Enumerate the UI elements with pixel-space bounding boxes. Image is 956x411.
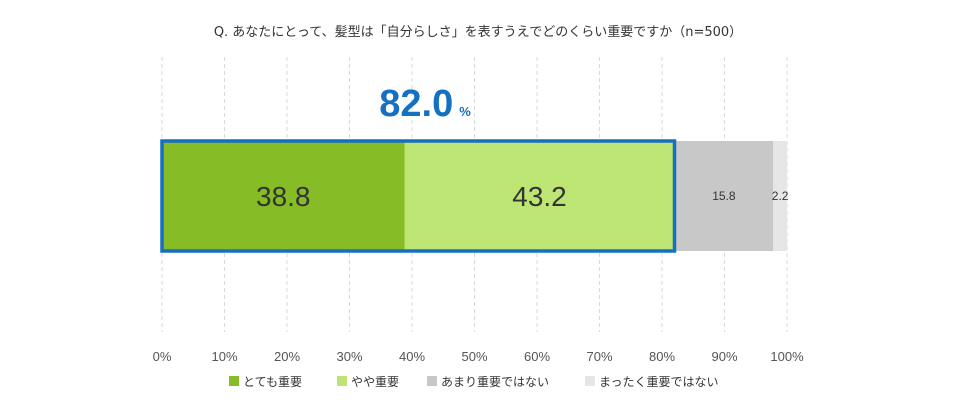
legend-label: やや重要 [351,375,399,389]
x-tick-label: 20% [274,349,300,364]
callout-unit: % [459,104,471,119]
bar-segment [773,141,787,251]
x-axis-ticks: 0% 10% 20% 30% 40% 50% 60% 70% 80% 90% 100% [153,349,804,364]
bar-segments [162,141,787,251]
legend-swatch [229,376,239,386]
legend-label: とても重要 [243,375,302,389]
bar-segment [404,141,675,251]
x-tick-label: 100% [770,349,804,364]
legend-label: まったく重要ではない [599,375,719,389]
bar-segment [162,141,405,251]
highlight-border [160,139,677,253]
legend-label: あまり重要ではない [441,375,549,389]
callout-value: 82.0 [379,83,453,125]
segment-labels: 38.8 43.2 15.8 2.2 [256,181,789,212]
x-tick-label: 90% [711,349,737,364]
legend: とても重要 やや重要 あまり重要ではない まったく重要ではない [229,375,719,389]
legend-swatch [427,376,437,386]
gridlines [161,57,788,332]
segment-value-label: 2.2 [772,189,789,203]
highlight-box [160,139,677,253]
callout-group: 82.0% [379,83,471,125]
legend-swatch [585,376,595,386]
x-tick-label: 70% [586,349,612,364]
x-tick-label: 0% [153,349,172,364]
chart-title: Q. あなたにとって、髪型は「自分らしさ」を表すうえでどのくらい重要ですか（n=… [214,24,742,40]
x-tick-label: 30% [336,349,362,364]
segment-value-label: 15.8 [712,189,736,203]
x-tick-label: 40% [399,349,425,364]
x-tick-label: 60% [524,349,550,364]
legend-swatch [337,376,347,386]
x-tick-label: 10% [211,349,237,364]
x-tick-label: 50% [461,349,487,364]
segment-value-label: 38.8 [256,181,311,212]
bar-segment [674,141,774,251]
x-tick-label: 80% [649,349,675,364]
segment-value-label: 43.2 [512,181,567,212]
